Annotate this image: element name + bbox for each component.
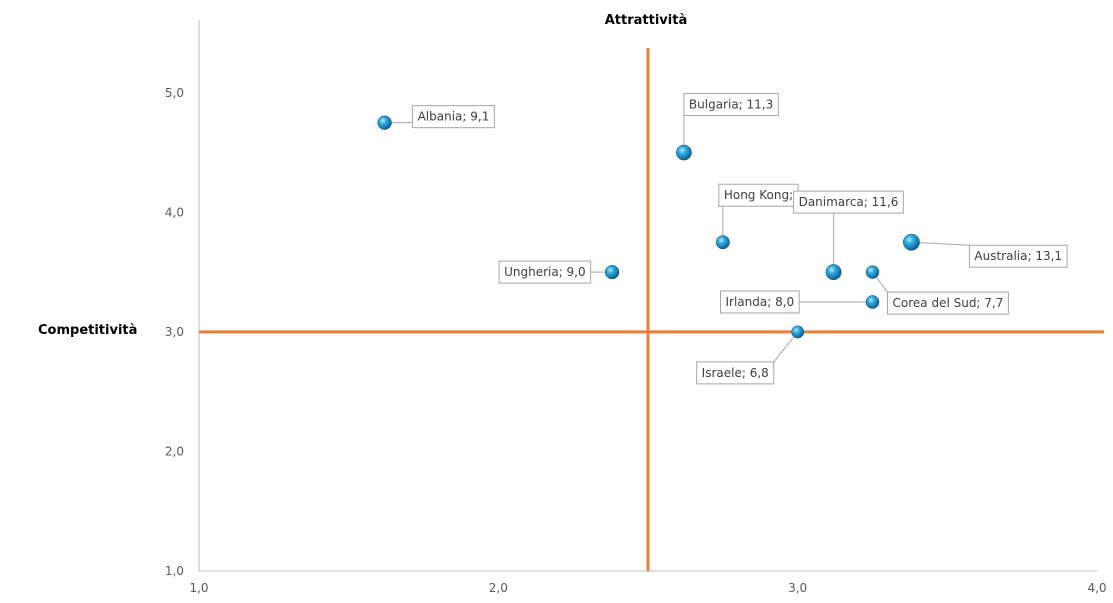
- data-label-box: [498, 260, 592, 284]
- data-label-box: [793, 190, 904, 214]
- y-tick-label: 3,0: [165, 325, 184, 339]
- leader-line: [875, 276, 888, 293]
- data-label-box: [696, 361, 775, 385]
- leader-line: [773, 336, 795, 363]
- data-label: Hong Kong;: [718, 183, 799, 207]
- x-tick-label: 4,0: [1087, 581, 1106, 595]
- data-point: [902, 233, 920, 251]
- y-tick-label: 4,0: [165, 205, 184, 219]
- data-label: Bulgaria; 11,3: [683, 93, 779, 117]
- data-label-text: Irlanda; 8,0: [726, 295, 795, 309]
- x-axis-title: Attrattività: [605, 13, 687, 28]
- data-label: Albania; 9,1: [412, 105, 495, 129]
- data-label-box: [412, 105, 495, 129]
- y-tick-label: 5,0: [165, 86, 184, 100]
- data-label-text: Hong Kong;: [724, 188, 793, 202]
- data-label: Danimarca; 11,6: [793, 190, 904, 214]
- data-label: Ungheria; 9,0: [498, 260, 592, 284]
- data-label: Australia; 13,1: [968, 244, 1068, 268]
- data-point: [604, 264, 620, 280]
- data-label-box: [887, 291, 1009, 315]
- x-tick-label: 1,0: [189, 581, 208, 595]
- data-label-text: Bulgaria; 11,3: [689, 98, 773, 112]
- data-label-text: Australia; 13,1: [974, 249, 1062, 263]
- data-labels: Albania; 9,1 Bulgaria; 11,3 Hong Kong; Dani…: [412, 93, 1068, 385]
- data-label-text: Danimarca; 11,6: [799, 195, 899, 209]
- data-label: Corea del Sud; 7,7: [887, 291, 1009, 315]
- data-label-text: Albania; 9,1: [418, 110, 490, 124]
- data-point: [825, 264, 842, 281]
- data-label-box: [720, 290, 800, 314]
- y-axis-title: Competitività: [38, 323, 137, 338]
- data-label-text: Ungheria; 9,0: [504, 265, 586, 279]
- y-tick-label: 2,0: [165, 444, 184, 458]
- axes: 1,0 2,0 3,0 4,0 1,0 2,0 3,0 4,0 5,0: [165, 20, 1107, 595]
- data-point: [865, 265, 880, 279]
- data-point: [791, 325, 805, 339]
- data-label: Israele; 6,8: [696, 361, 775, 385]
- data-label-box: [968, 244, 1068, 268]
- data-label-text: Israele; 6,8: [702, 366, 769, 380]
- data-label-text: Corea del Sud; 7,7: [893, 296, 1004, 310]
- reference-lines: [199, 48, 1104, 571]
- data-point: [377, 115, 392, 130]
- data-point: [865, 295, 880, 309]
- data-point: [715, 235, 730, 250]
- x-tick-label: 2,0: [489, 581, 508, 595]
- data-point: [676, 144, 692, 161]
- data-label: Irlanda; 8,0: [720, 290, 800, 314]
- x-tick-label: 3,0: [788, 581, 807, 595]
- y-tick-label: 1,0: [165, 564, 184, 578]
- data-label-box: [683, 93, 779, 117]
- data-points: [377, 115, 920, 339]
- leader-line: [919, 242, 970, 246]
- leader-lines: [391, 115, 970, 363]
